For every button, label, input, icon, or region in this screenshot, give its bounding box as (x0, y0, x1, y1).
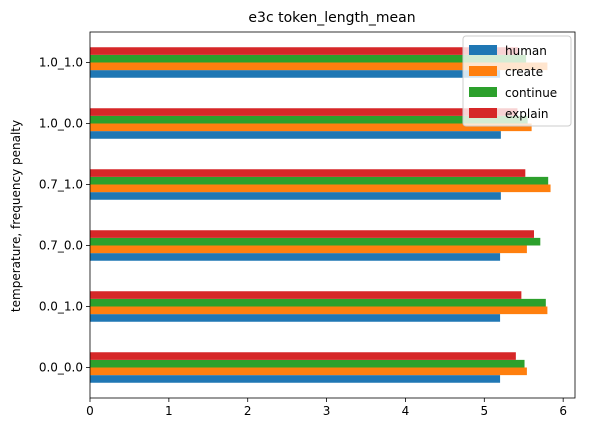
x-tick-label: 4 (402, 404, 410, 418)
legend: human create continue explain (462, 35, 572, 127)
y-tick-label: 1.0_0.0 (39, 117, 83, 131)
bar-human-0.7_0.0 (90, 253, 501, 261)
legend-swatch-human (469, 45, 497, 55)
bar-create-0.7_1.0 (90, 184, 551, 193)
bar-human-0.7_1.0 (90, 192, 501, 200)
bar-continue-1.0_1.0 (90, 54, 527, 63)
x-tick-label: 6 (559, 404, 567, 418)
y-tick-label: 0.7_1.0 (39, 178, 83, 192)
x-tick-label: 0 (86, 404, 94, 418)
legend-label-create: create (505, 65, 543, 79)
bar-human-1.0_1.0 (90, 70, 501, 78)
y-tick-label: 0.0_0.0 (39, 361, 83, 375)
bar-explain-0.7_1.0 (90, 169, 526, 177)
bar-human-1.0_0.0 (90, 131, 501, 139)
y-tick-label: 0.0_1.0 (39, 300, 83, 314)
legend-box (462, 35, 572, 127)
legend-label-continue: continue (505, 86, 557, 100)
bar-explain-1.0_1.0 (90, 47, 519, 55)
axes-layer: 0.0_0.0 0.0_1.0 0.7_0.0 0.7_1.0 1.0_0.0 1.0_1… (39, 31, 576, 418)
y-axis-label: temperature, frequency penalty (9, 120, 23, 312)
x-tick-label: 2 (244, 404, 252, 418)
x-tick-label: 3 (323, 404, 331, 418)
bar-continue-0.0_1.0 (90, 298, 546, 307)
bar-human-0.0_0.0 (90, 375, 501, 383)
bar-create-0.0_1.0 (90, 306, 548, 315)
bar-continue-1.0_0.0 (90, 115, 528, 124)
bars-layer (90, 47, 551, 383)
plot-frame (89, 31, 576, 399)
legend-label-human: human (505, 44, 547, 58)
legend-swatch-continue (469, 87, 497, 97)
bar-create-1.0_1.0 (90, 62, 548, 71)
bar-create-0.0_0.0 (90, 367, 527, 376)
y-tick-label: 0.7_0.0 (39, 239, 83, 253)
bar-explain-1.0_0.0 (90, 108, 518, 116)
bar-continue-0.7_1.0 (90, 176, 549, 185)
bar-continue-0.7_0.0 (90, 237, 541, 246)
x-tick-label: 1 (165, 404, 173, 418)
chart-title: e3c token_length_mean (248, 10, 415, 26)
bar-continue-0.0_0.0 (90, 359, 525, 368)
legend-swatch-explain (469, 108, 497, 118)
y-tick-label: 1.0_1.0 (39, 56, 83, 70)
bar-create-0.7_0.0 (90, 245, 527, 254)
legend-swatch-create (469, 66, 497, 76)
bar-explain-0.0_0.0 (90, 352, 516, 360)
legend-label-explain: explain (505, 107, 549, 121)
bar-explain-0.7_0.0 (90, 230, 534, 238)
x-tick-label: 5 (480, 404, 488, 418)
bar-human-0.0_1.0 (90, 314, 501, 322)
bar-create-1.0_0.0 (90, 123, 532, 132)
bar-explain-0.0_1.0 (90, 291, 522, 299)
